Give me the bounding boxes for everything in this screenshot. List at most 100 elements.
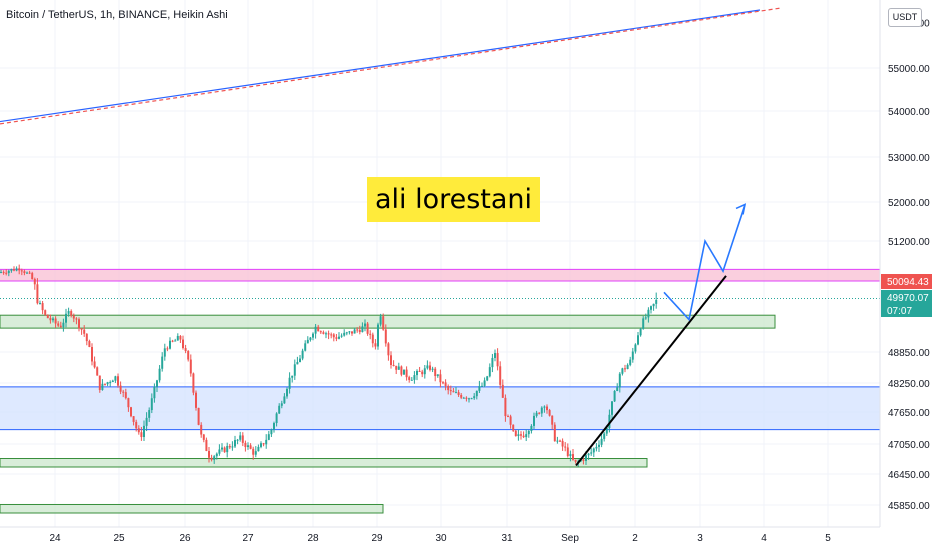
candle-body bbox=[140, 432, 143, 438]
candle-body bbox=[634, 344, 637, 352]
zone-support-border bbox=[0, 503, 384, 514]
candle-body bbox=[0, 272, 2, 274]
candle-body bbox=[561, 440, 564, 447]
candle-body bbox=[647, 309, 650, 318]
candle-body bbox=[59, 325, 62, 328]
high-price-tag-text: 50094.43 bbox=[887, 277, 929, 288]
candle-body bbox=[538, 412, 541, 414]
candle-body bbox=[556, 440, 559, 442]
candle-body bbox=[291, 375, 294, 378]
last-price-tag-text: 49970.07 bbox=[887, 293, 929, 304]
candle-body bbox=[174, 340, 177, 342]
y-tick-label: 53000.00 bbox=[888, 153, 930, 164]
zone-support bbox=[0, 458, 647, 467]
candle-body bbox=[551, 415, 554, 425]
candle-body bbox=[111, 380, 114, 383]
candle-body bbox=[93, 361, 96, 368]
candle-body bbox=[540, 407, 543, 414]
candle-body bbox=[312, 333, 314, 338]
candle-body bbox=[512, 424, 515, 431]
candle-body bbox=[96, 367, 99, 376]
candle-body bbox=[569, 454, 572, 457]
candle-body bbox=[135, 421, 138, 429]
x-tick-label: Sep bbox=[561, 533, 579, 544]
candle-body bbox=[509, 416, 512, 425]
candle-body bbox=[153, 386, 156, 399]
x-tick-label: 2 bbox=[632, 533, 638, 544]
candle-body bbox=[348, 331, 351, 333]
candle-body bbox=[611, 401, 613, 415]
candle-body bbox=[530, 425, 533, 431]
candle-body bbox=[548, 410, 551, 416]
candle-body bbox=[390, 355, 392, 365]
candle-body bbox=[639, 328, 642, 336]
y-tick-label: 52000.00 bbox=[888, 198, 930, 209]
candle-body bbox=[423, 368, 426, 375]
candle-body bbox=[605, 428, 608, 434]
candle-body bbox=[124, 392, 127, 399]
candle-body bbox=[223, 447, 226, 453]
candle-body bbox=[408, 377, 411, 380]
candle-body bbox=[468, 398, 470, 400]
candles bbox=[0, 264, 658, 467]
candle-body bbox=[7, 270, 10, 274]
candle-body bbox=[2, 272, 5, 274]
candle-body bbox=[507, 416, 509, 418]
candle-body bbox=[132, 416, 135, 422]
candle-body bbox=[338, 336, 340, 339]
chart-title: Bitcoin / TetherUS, 1h, BINANCE, Heikin … bbox=[6, 9, 228, 21]
candle-body bbox=[72, 315, 75, 319]
projection-path bbox=[663, 204, 746, 322]
candle-body bbox=[494, 353, 496, 358]
candle-body bbox=[400, 366, 403, 375]
candle-body bbox=[179, 335, 182, 340]
candle-body bbox=[44, 310, 47, 315]
candle-body bbox=[585, 455, 587, 461]
candle-body bbox=[572, 454, 574, 460]
candle-body bbox=[470, 398, 473, 400]
candle-body bbox=[457, 392, 460, 395]
candle-body bbox=[460, 394, 463, 398]
candle-body bbox=[613, 391, 616, 402]
candle-body bbox=[335, 337, 338, 339]
candle-body bbox=[101, 383, 104, 390]
candle-body bbox=[15, 268, 18, 271]
candle-body bbox=[70, 311, 73, 316]
candle-body bbox=[488, 367, 491, 377]
candle-body bbox=[239, 435, 242, 440]
trend-line-red bbox=[0, 7, 781, 125]
candle-body bbox=[535, 412, 538, 416]
candle-body bbox=[501, 384, 504, 398]
candle-body bbox=[309, 337, 312, 340]
candle-body bbox=[455, 392, 457, 394]
x-tick-label: 29 bbox=[371, 533, 383, 544]
candle-body bbox=[590, 452, 593, 454]
candle-body bbox=[184, 348, 187, 351]
zone-support bbox=[0, 315, 775, 329]
candle-body bbox=[127, 398, 130, 408]
candle-body bbox=[187, 350, 190, 360]
candle-body bbox=[325, 333, 327, 335]
trend-line-blue bbox=[0, 9, 761, 123]
candle-body bbox=[582, 459, 585, 461]
candle-body bbox=[587, 453, 590, 456]
candle-body bbox=[244, 442, 247, 448]
candle-body bbox=[364, 323, 366, 327]
currency-button[interactable]: USDT bbox=[888, 8, 922, 27]
candle-body bbox=[371, 334, 374, 344]
candle-body bbox=[631, 351, 634, 360]
candle-body bbox=[104, 383, 106, 385]
candle-body bbox=[148, 410, 151, 418]
candle-body bbox=[171, 340, 174, 342]
candle-body bbox=[57, 323, 60, 326]
candle-body bbox=[351, 331, 353, 334]
candle-body bbox=[189, 359, 192, 374]
candle-body bbox=[553, 424, 556, 442]
candle-body bbox=[439, 374, 442, 383]
candle-body bbox=[395, 365, 398, 370]
candle-body bbox=[299, 358, 301, 363]
candle-body bbox=[28, 272, 31, 274]
candle-body bbox=[114, 376, 117, 381]
